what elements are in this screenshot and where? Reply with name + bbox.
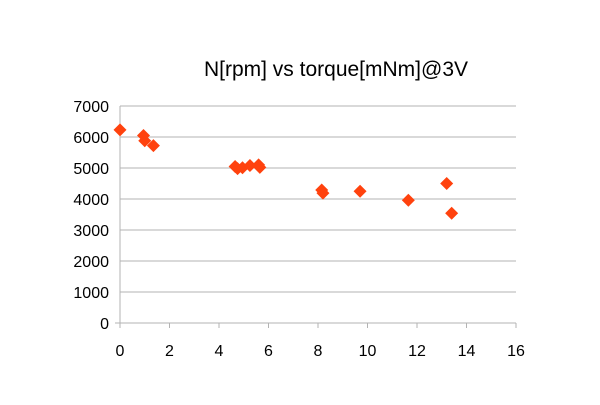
x-tick-label: 16 [507,343,525,360]
gridlines [120,105,516,324]
data-point [138,134,152,148]
y-tick-label: 1000 [73,285,109,302]
data-point [146,139,160,153]
x-tick-label: 10 [359,343,377,360]
axes [115,106,517,328]
x-tick-label: 8 [314,343,323,360]
data-point [440,177,454,190]
x-tick-label: 2 [165,343,174,360]
data-point [445,206,459,220]
y-tick-label: 5000 [73,161,109,178]
data-points [113,123,459,220]
data-point [316,186,330,200]
data-point [353,184,367,198]
y-tick-label: 4000 [73,192,109,209]
y-tick-label: 2000 [73,254,109,271]
data-point [113,123,127,137]
y-tick-label: 3000 [73,223,109,240]
data-point [243,159,257,173]
x-tick-label: 14 [458,343,476,360]
y-tick-label: 0 [100,316,109,333]
x-tick-label: 6 [264,343,273,360]
y-tick-label: 6000 [73,130,109,147]
x-tick-label: 4 [215,343,224,360]
y-tick-label: 7000 [73,99,109,116]
x-tick-label: 12 [408,343,426,360]
tick-labels: 0 2 4 6 8 10 12 14 16 0 1000 2000 3000 4000 5000 6000 70… [73,99,525,360]
data-point [401,193,415,207]
x-tick-label: 0 [116,343,125,360]
chart-title: N[rpm] vs torque[mNm]@3V [204,58,468,81]
data-point [253,160,267,174]
